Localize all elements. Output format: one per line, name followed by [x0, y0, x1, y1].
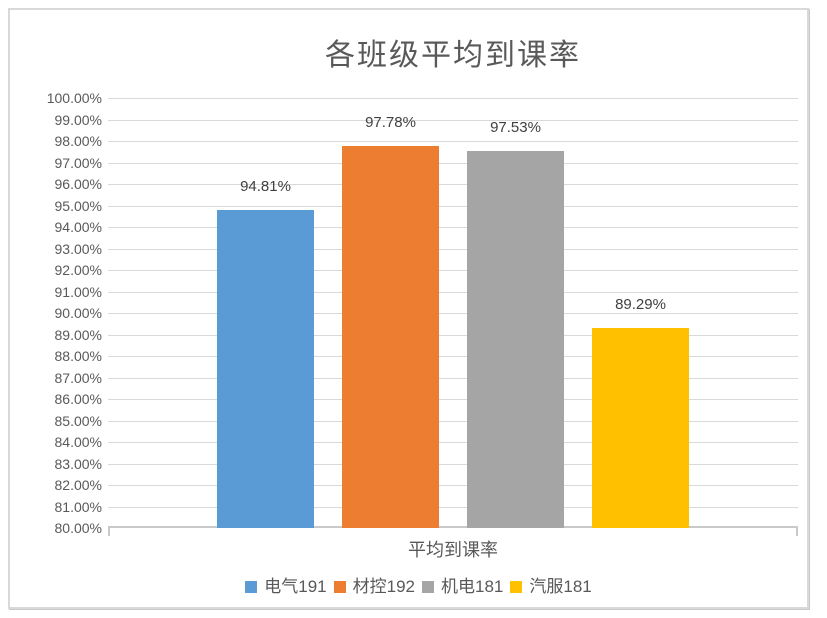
gridline [108, 184, 798, 185]
gridline [108, 227, 798, 228]
x-axis-category-label[interactable]: 平均到课率 [408, 540, 498, 560]
gridline [108, 463, 798, 465]
gridline [108, 485, 798, 486]
legend-item-机电181[interactable]: 机电181 [422, 578, 503, 596]
gridline [108, 162, 798, 164]
legend-item-材控192[interactable]: 材控192 [333, 577, 415, 596]
y-axis: 100.00% 99.00% 98.00% 97.00% 96.00% 95.00% 94.… [10, 91, 102, 535]
gridline [108, 442, 798, 443]
gridline [108, 119, 798, 121]
gridline [108, 334, 798, 336]
x-axis-tick-right [796, 528, 798, 536]
legend-swatch-icon [333, 581, 346, 593]
y-tick-label: 84.00% [54, 434, 102, 450]
y-tick-label: 86.00% [54, 391, 102, 407]
y-tick-label: 88.00% [54, 348, 102, 364]
gridline [108, 506, 798, 508]
y-tick-label: 95.00% [54, 197, 102, 214]
y-tick-label: 98.00% [54, 133, 102, 149]
legend-item-电气191[interactable]: 电气191 [245, 577, 327, 596]
gridline [108, 291, 798, 293]
gridline [108, 270, 798, 271]
bar-机电181[interactable] [467, 151, 564, 528]
bar-材控192[interactable] [342, 145, 439, 528]
gridline [108, 377, 798, 379]
x-axis-tick-left [108, 528, 110, 536]
data-label-机电181[interactable]: 97.53% [490, 119, 541, 137]
legend-label: 汽服181 [529, 577, 592, 596]
y-tick-label: 96.00% [54, 176, 102, 192]
y-tick-label: 99.00% [54, 111, 102, 128]
legend-swatch-icon [510, 581, 523, 593]
gridline [108, 399, 798, 400]
legend-item-汽服181[interactable]: 汽服181 [510, 577, 592, 596]
data-label-汽服181[interactable]: 89.29% [615, 296, 666, 314]
y-tick-label: 80.00% [54, 520, 102, 536]
y-tick-label: 82.00% [54, 477, 102, 493]
data-label-电气191[interactable]: 94.81% [240, 177, 291, 195]
y-tick-label: 90.00% [54, 305, 102, 321]
gridline [108, 313, 798, 314]
x-axis-line [108, 526, 798, 528]
legend-label: 材控192 [352, 577, 415, 596]
chart-container: 各班级平均到课率 100.00% 99.00% 98.00% 97.00% 96.00%… [8, 8, 809, 609]
legend-label: 机电181 [441, 577, 504, 596]
y-tick-label: 89.00% [54, 326, 102, 343]
y-tick-label: 83.00% [54, 455, 102, 472]
y-tick-label: 100.00% [46, 90, 102, 106]
legend-swatch-icon [422, 581, 434, 593]
y-tick-label: 94.00% [54, 219, 102, 235]
y-tick-label: 85.00% [54, 412, 102, 429]
y-tick-label: 97.00% [54, 154, 102, 171]
y-tick-label: 81.00% [54, 498, 102, 515]
gridline [108, 356, 798, 357]
gridline [108, 141, 798, 142]
y-tick-label: 87.00% [54, 369, 102, 386]
y-tick-label: 92.00% [54, 262, 102, 278]
gridline [108, 98, 798, 99]
plot-area: 94.81% 97.78% 97.53% 89.29% [108, 98, 798, 536]
bar-汽服181[interactable] [592, 328, 689, 528]
data-label-材控192[interactable]: 97.78% [365, 113, 416, 131]
y-tick-label: 93.00% [54, 240, 102, 257]
gridline [108, 248, 798, 250]
y-tick-label: 91.00% [54, 283, 102, 300]
legend-swatch-icon [245, 581, 258, 593]
legend: 电气191 材控192 机电181 汽服181 [20, 578, 817, 596]
bar-电气191[interactable] [217, 209, 314, 528]
legend-label: 电气191 [264, 577, 327, 596]
chart-title[interactable]: 各班级平均到课率 [325, 39, 581, 72]
gridline [108, 205, 798, 207]
gridline [108, 420, 798, 422]
